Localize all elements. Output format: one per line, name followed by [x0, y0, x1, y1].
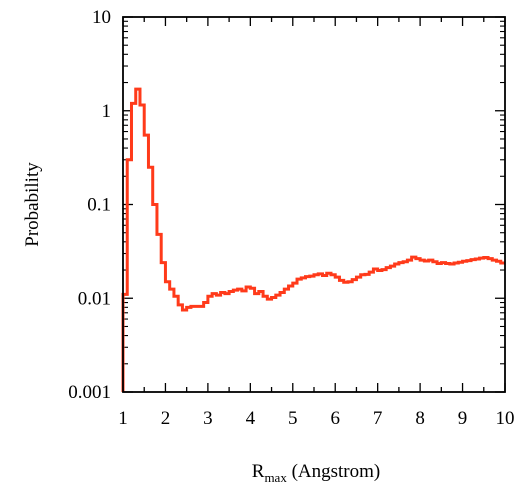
- x-tick-label: 2: [161, 408, 171, 429]
- x-tick-label: 7: [373, 408, 383, 429]
- y-tick-labels: 0.001 0.01 0.1 1 10: [68, 7, 111, 403]
- series-line: [121, 87, 505, 392]
- y-axis-title: Probability: [22, 162, 43, 247]
- x-tick-label: 8: [415, 408, 425, 429]
- y-tick-label: 10: [92, 7, 111, 28]
- y-tick-label: 0.1: [87, 195, 111, 216]
- plot-frame: [122, 16, 506, 393]
- x-axis-title-rest: (Angstrom): [287, 461, 380, 482]
- x-tick-label: 5: [288, 408, 298, 429]
- x-axis-title: Rmax (Angstrom): [252, 461, 380, 485]
- x-axis-title-main: R: [252, 461, 265, 482]
- x-tick-label: 9: [458, 408, 468, 429]
- x-tick-labels: 1 2 3 4 5 6 7 8 9 10: [118, 408, 514, 429]
- axis-ticks: [122, 16, 506, 393]
- x-tick-label: 4: [246, 408, 256, 429]
- y-tick-label: 0.01: [78, 288, 111, 309]
- x-tick-label: 10: [496, 408, 515, 429]
- y-tick-label: 1: [102, 101, 112, 122]
- y-tick-label: 0.001: [68, 382, 111, 403]
- x-tick-label: 3: [203, 408, 213, 429]
- x-tick-label: 6: [330, 408, 340, 429]
- x-tick-label: 1: [118, 408, 128, 429]
- x-axis-title-subscript: max: [264, 470, 287, 485]
